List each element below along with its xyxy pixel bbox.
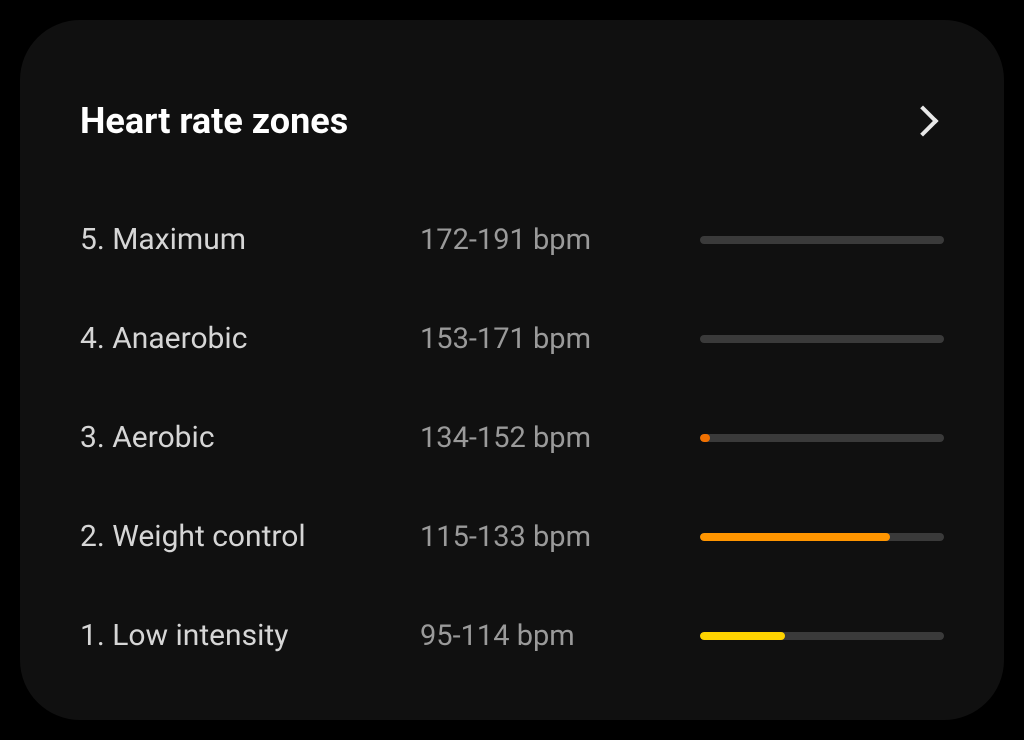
zone-row: 4. Anaerobic 153-171 bpm xyxy=(80,321,944,356)
zone-label: 4. Anaerobic xyxy=(80,321,420,356)
card-header: Heart rate zones xyxy=(80,100,944,142)
zone-row: 3. Aerobic 134-152 bpm xyxy=(80,420,944,455)
zone-range: 134-152 bpm xyxy=(420,421,700,455)
zone-label: 5. Maximum xyxy=(80,222,420,257)
chevron-right-icon[interactable] xyxy=(907,105,938,136)
zone-label: 2. Weight control xyxy=(80,519,420,554)
zone-row: 1. Low intensity 95-114 bpm xyxy=(80,618,944,653)
zone-label: 3. Aerobic xyxy=(80,420,420,455)
zone-bar-track xyxy=(700,236,944,244)
zone-bar-track xyxy=(700,632,944,640)
zone-range: 153-171 bpm xyxy=(420,322,700,356)
zone-bar-track xyxy=(700,335,944,343)
zone-bar-track xyxy=(700,434,944,442)
card-title: Heart rate zones xyxy=(80,100,348,142)
zone-label: 1. Low intensity xyxy=(80,618,420,653)
zone-range: 115-133 bpm xyxy=(420,520,700,554)
zone-bar-fill xyxy=(700,632,785,640)
zone-bar-fill xyxy=(700,434,710,442)
heart-rate-zones-card: Heart rate zones 5. Maximum 172-191 bpm … xyxy=(20,20,1004,720)
zone-row: 2. Weight control 115-133 bpm xyxy=(80,519,944,554)
zones-list: 5. Maximum 172-191 bpm 4. Anaerobic 153-… xyxy=(80,222,944,653)
zone-range: 95-114 bpm xyxy=(420,619,700,653)
zone-range: 172-191 bpm xyxy=(420,223,700,257)
zone-bar-track xyxy=(700,533,944,541)
zone-row: 5. Maximum 172-191 bpm xyxy=(80,222,944,257)
zone-bar-fill xyxy=(700,533,890,541)
